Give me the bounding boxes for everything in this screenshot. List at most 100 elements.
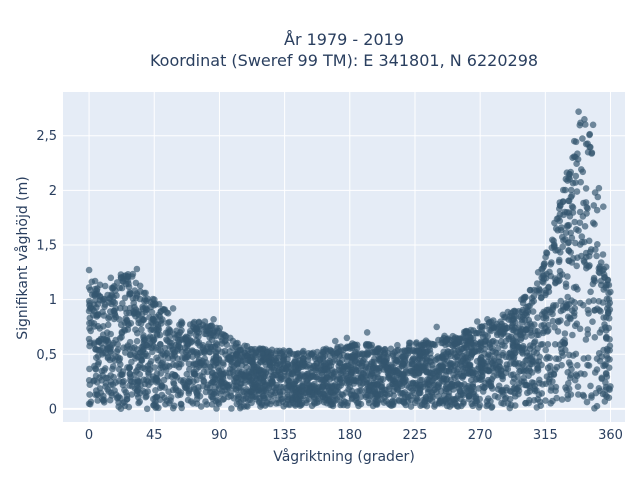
data-point [587, 288, 594, 296]
data-point [166, 399, 173, 407]
data-point [602, 263, 610, 271]
data-point [527, 286, 534, 294]
data-point [371, 386, 379, 394]
data-point [569, 209, 577, 216]
data-point [229, 344, 236, 351]
data-point [322, 345, 330, 353]
data-point [406, 384, 413, 391]
data-point [535, 358, 543, 365]
data-point [603, 333, 610, 341]
data-point [85, 297, 93, 305]
data-point [230, 377, 238, 385]
data-point [515, 387, 523, 395]
data-point [169, 355, 177, 363]
data-point [235, 393, 243, 401]
data-point [171, 371, 179, 379]
data-point [444, 393, 452, 401]
data-point [371, 348, 379, 356]
data-point [496, 363, 504, 371]
data-point [603, 345, 611, 353]
data-point [332, 337, 339, 345]
data-point [561, 330, 569, 337]
data-point [584, 354, 592, 362]
data-point [593, 366, 601, 373]
data-point [213, 341, 221, 348]
data-point [393, 386, 401, 393]
data-point [591, 334, 599, 341]
data-point [155, 301, 163, 308]
data-point [94, 379, 101, 386]
data-point [280, 364, 288, 372]
data-point [228, 405, 235, 412]
data-point [256, 358, 264, 365]
data-point [586, 130, 593, 138]
data-point [181, 344, 189, 352]
data-point [365, 383, 372, 391]
data-point [125, 321, 132, 329]
data-point [195, 318, 203, 326]
data-point [285, 377, 292, 385]
data-point [576, 325, 584, 333]
data-point [564, 239, 572, 247]
data-point [379, 361, 386, 369]
data-point [146, 360, 154, 368]
data-point [571, 299, 578, 306]
data-point [141, 295, 149, 303]
data-point [596, 306, 603, 314]
data-point [507, 354, 515, 361]
x-tick-label: 225 [403, 428, 428, 443]
data-point [135, 394, 142, 401]
data-point [277, 383, 284, 391]
data-point [539, 381, 546, 388]
data-point [577, 178, 584, 186]
data-point [519, 350, 526, 357]
data-point [199, 341, 207, 349]
data-point [563, 209, 571, 216]
data-point [212, 383, 219, 391]
data-point [164, 362, 171, 370]
data-point [500, 391, 507, 398]
data-point [494, 386, 502, 393]
data-point [380, 399, 388, 406]
data-point [571, 218, 578, 226]
data-point [119, 381, 127, 389]
data-point [600, 271, 608, 278]
data-point [566, 170, 573, 178]
data-point [579, 135, 586, 142]
data-point [219, 373, 227, 381]
data-point [94, 300, 102, 308]
data-point [159, 350, 167, 358]
data-point [242, 372, 250, 380]
data-point [437, 398, 444, 406]
data-point [547, 387, 555, 394]
data-point [359, 357, 367, 365]
data-point [484, 316, 491, 323]
data-point [183, 382, 191, 389]
data-point [85, 266, 93, 274]
data-point [509, 336, 516, 343]
data-point [348, 353, 355, 361]
data-point [524, 322, 531, 329]
data-point [509, 342, 517, 349]
data-point [343, 334, 351, 342]
data-point [96, 325, 104, 332]
data-point [489, 360, 496, 367]
data-point [590, 202, 598, 209]
data-point [499, 349, 507, 357]
data-point [331, 383, 338, 390]
data-point [175, 364, 183, 371]
data-point [107, 274, 115, 282]
data-point [580, 301, 587, 309]
data-point [151, 317, 159, 325]
data-point [92, 366, 100, 373]
data-point [567, 229, 575, 237]
data-point [518, 319, 526, 326]
data-point [327, 401, 334, 409]
data-point [521, 363, 528, 370]
data-point [604, 355, 611, 362]
data-point [97, 347, 105, 354]
data-point [323, 366, 331, 373]
data-point [86, 391, 93, 398]
data-point [402, 401, 410, 409]
data-point [576, 241, 584, 248]
